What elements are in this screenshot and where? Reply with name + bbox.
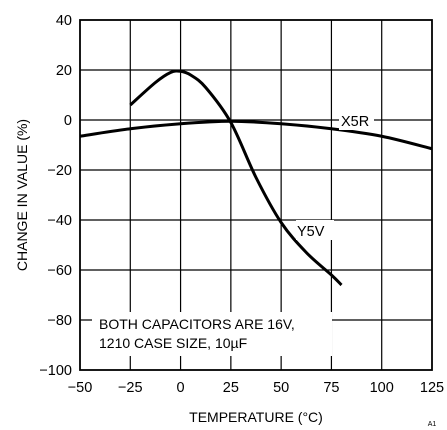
annotation-line-2: 1210 CASE SIZE, 10µF	[99, 335, 247, 351]
y-tick-label: −100	[39, 363, 72, 379]
y-axis-title: CHANGE IN VALUE (%)	[14, 119, 30, 271]
x-tick-label: 125	[420, 380, 444, 396]
x-tick-label: 50	[273, 380, 289, 396]
y-tick-label: −40	[47, 213, 72, 229]
x-tick-label: 75	[323, 380, 339, 396]
x-tick-label: −25	[118, 380, 143, 396]
y-tick-label: −80	[47, 313, 72, 329]
y5v-label-background	[296, 220, 334, 240]
x5r-series-label: X5R	[341, 114, 369, 130]
y-tick-label: 40	[56, 13, 72, 29]
y-tick-label: 0	[64, 113, 72, 129]
y-tick-label: 20	[56, 63, 72, 79]
x5r-label-background	[339, 110, 374, 130]
y5v-series-label: Y5V	[297, 224, 325, 240]
x-tick-label: 100	[370, 380, 394, 396]
annotation-line-1: BOTH CAPACITORS ARE 16V,	[99, 316, 295, 332]
series-line-y5v	[129, 69, 343, 287]
series-line-x5r	[79, 119, 433, 151]
data-series	[79, 69, 433, 287]
x-axis-title: TEMPERATURE (°C)	[189, 409, 323, 425]
plot-frame	[79, 19, 433, 371]
figure-tag: A1	[428, 421, 437, 428]
y-tick-label: −60	[47, 263, 72, 279]
y-tick-label: −20	[47, 163, 72, 179]
x-tick-label: −50	[68, 380, 93, 396]
tick-labels: −50 −25 0 25 50 75 100 125 40 20 0 −20 −40 −60 −80 −100	[39, 13, 444, 396]
annotation-background	[92, 312, 332, 356]
x-tick-label: 0	[177, 380, 185, 396]
x-tick-label: 25	[223, 380, 239, 396]
